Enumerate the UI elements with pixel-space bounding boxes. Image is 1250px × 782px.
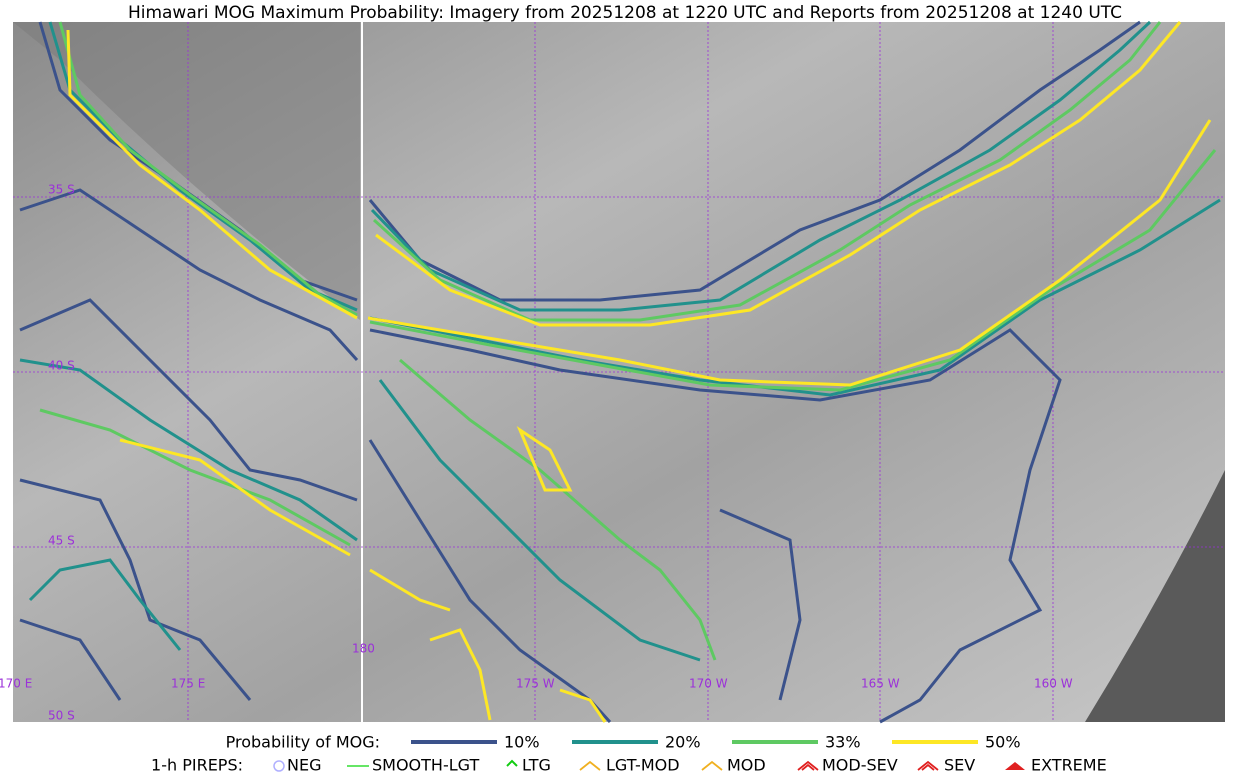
- map: 35 S 40 S 45 S 50 S 170 E 175 E 180 175 W 170 W 1…: [0, 20, 1225, 724]
- legend-label: LGT-MOD: [606, 756, 680, 775]
- legend-label: 50%: [985, 733, 1021, 752]
- pirep-icon: [1005, 762, 1025, 770]
- pirep-icon: [797, 760, 819, 771]
- contours: [19, 20, 1221, 724]
- legend-label: MOD-SEV: [822, 756, 898, 775]
- pirep-icon: [273, 760, 285, 772]
- lon-label: 175 W: [516, 677, 555, 691]
- legend-label: 20%: [665, 733, 701, 752]
- pirep-icon: [701, 760, 723, 771]
- lat-label: 45 S: [48, 534, 75, 548]
- pirep-icon: [579, 760, 601, 771]
- legend-label: SMOOTH-LGT: [372, 756, 479, 775]
- lat-label: 40 S: [48, 359, 75, 373]
- legend-label: SEV: [944, 756, 975, 775]
- lon-label: 170 E: [0, 677, 32, 691]
- lon-label: 175 E: [171, 677, 205, 691]
- lon-label: 170 W: [689, 677, 728, 691]
- legend-heading: Probability of MOG:: [226, 733, 380, 752]
- dark-cloud: [13, 22, 360, 320]
- lon-label: 160 W: [1034, 677, 1073, 691]
- pirep-icon: [506, 759, 518, 767]
- legend-heading: 1-h PIREPS:: [151, 756, 243, 775]
- lat-label: 50 S: [48, 709, 75, 723]
- legend: Probability of MOG: 10% 20% 33% 50% 1-h PIREP…: [151, 733, 1107, 775]
- no-data: [1085, 470, 1225, 722]
- lat-label: 35 S: [48, 183, 75, 197]
- lon-label: 180: [352, 642, 375, 656]
- legend-label: LTG: [522, 756, 551, 775]
- pirep-icon: [917, 760, 939, 771]
- title: Himawari MOG Maximum Probability: Imager…: [128, 3, 1122, 23]
- legend-label: 33%: [825, 733, 861, 752]
- legend-label: NEG: [287, 756, 321, 775]
- legend-label: MOD: [727, 756, 766, 775]
- legend-label: EXTREME: [1031, 756, 1107, 775]
- lon-label: 165 W: [861, 677, 900, 691]
- geo-labels: 35 S 40 S 45 S 50 S 170 E 175 E 180 175 W 170 W 1…: [0, 183, 1073, 723]
- legend-label: 10%: [504, 733, 540, 752]
